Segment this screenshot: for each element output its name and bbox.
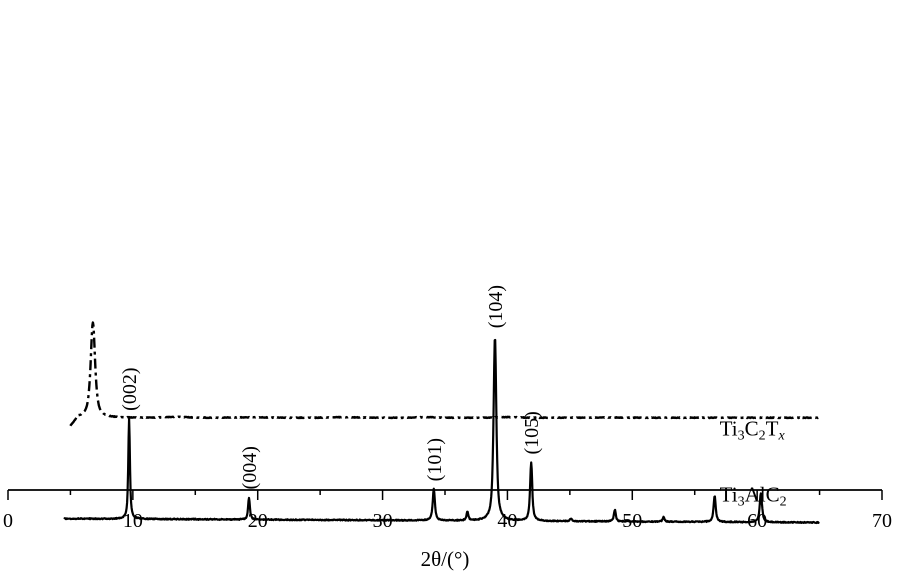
series-label-part: C — [745, 416, 759, 440]
series-label-part: 2 — [759, 428, 766, 443]
series-label-part: T — [766, 416, 779, 440]
series-label-part: 3 — [738, 495, 745, 510]
peak-label: (101) — [424, 438, 446, 481]
series-label-part: AlC — [745, 483, 780, 507]
series-label: Ti3AlC2 — [720, 483, 787, 510]
x-tick-label: 20 — [248, 510, 268, 532]
series-line-Ti3C2Tx — [69, 321, 821, 427]
peak-label: (104) — [485, 285, 507, 328]
series-label-part: Ti — [720, 483, 738, 507]
x-axis: 0 10 20 30 40 50 60 70 — [3, 489, 892, 532]
series-label: Ti3C2Tx — [720, 416, 786, 443]
x-tick-label: 30 — [373, 510, 393, 532]
x-axis-title: 2θ/(°) — [421, 547, 470, 571]
series-line-Ti3AlC2 — [63, 338, 820, 525]
peak-label: (105) — [521, 411, 543, 454]
series-label-part: x — [777, 428, 785, 443]
peak-label: (002) — [119, 368, 141, 411]
x-tick-label: 70 — [872, 510, 892, 532]
x-tick-label: 60 — [747, 510, 767, 532]
series-label-part: 2 — [780, 495, 787, 510]
x-tick-label: 40 — [497, 510, 517, 532]
x-tick-label: 50 — [622, 510, 642, 532]
series-label-part: Ti — [720, 416, 738, 440]
series-label-part: 3 — [738, 428, 745, 443]
x-tick-label: 10 — [123, 510, 143, 532]
peak-label: (004) — [239, 446, 261, 489]
x-tick-label: 0 — [3, 510, 13, 532]
